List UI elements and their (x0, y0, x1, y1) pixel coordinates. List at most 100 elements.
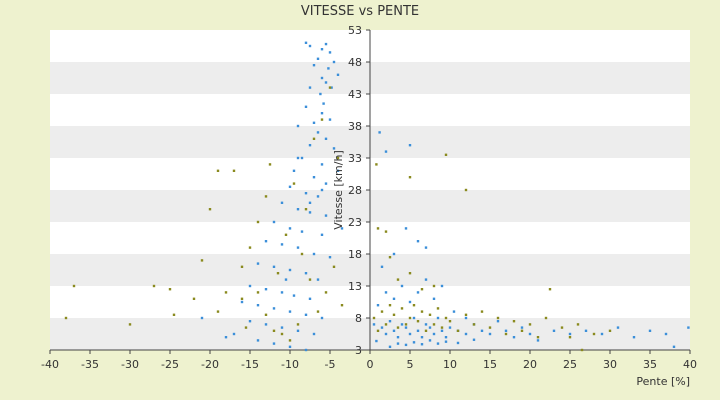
data-point (296, 208, 300, 211)
data-point (244, 326, 248, 329)
series-2 (64, 86, 612, 352)
data-point (64, 316, 68, 320)
data-point (304, 208, 308, 211)
y-tick-label: 38 (348, 120, 362, 133)
data-point (392, 252, 396, 256)
data-point (216, 169, 220, 172)
series-1 (200, 41, 690, 352)
data-point (416, 320, 420, 323)
data-point (488, 326, 492, 329)
y-tick-label: 53 (348, 24, 362, 37)
data-point (240, 265, 244, 268)
data-point (408, 176, 412, 179)
data-point (416, 240, 420, 243)
x-tick-label: 35 (643, 358, 657, 371)
data-point (332, 60, 336, 64)
data-point (420, 310, 424, 313)
y-tick-label: 43 (348, 88, 362, 101)
data-point (432, 284, 436, 288)
data-point (472, 338, 476, 341)
data-point (324, 42, 328, 46)
data-point (320, 76, 324, 80)
y-tick-label: 18 (348, 248, 362, 261)
data-point (304, 105, 308, 108)
data-point (424, 278, 428, 281)
x-tick-label: -40 (41, 358, 59, 371)
data-point (312, 121, 316, 124)
data-point (664, 332, 668, 336)
data-point (672, 345, 676, 348)
data-point (256, 262, 260, 265)
data-point (280, 291, 284, 294)
data-point (388, 256, 392, 259)
data-point (272, 307, 276, 310)
x-tick-label: 40 (683, 358, 697, 371)
data-point (480, 310, 484, 313)
data-point (488, 332, 492, 336)
data-point (392, 329, 396, 332)
data-point (396, 326, 400, 329)
data-point (308, 201, 312, 204)
data-point (448, 326, 452, 329)
data-point (428, 339, 432, 342)
data-point (576, 323, 580, 326)
data-point (296, 323, 300, 326)
data-point (408, 144, 412, 147)
data-point (404, 343, 408, 347)
data-point (336, 169, 340, 172)
chart-title: VITESSE vs PENTE (301, 4, 419, 19)
data-point (200, 316, 204, 320)
data-point (404, 323, 408, 326)
data-point (224, 291, 228, 294)
data-point (424, 246, 428, 249)
data-point (372, 323, 376, 326)
data-point (416, 291, 420, 294)
data-point (332, 265, 336, 268)
data-point (72, 284, 76, 288)
data-point (616, 326, 620, 329)
data-point (464, 188, 468, 192)
data-point (420, 336, 424, 339)
data-point (432, 332, 436, 336)
data-point (375, 339, 378, 343)
data-point (376, 304, 380, 307)
data-point (496, 316, 500, 320)
data-point (240, 300, 244, 304)
data-point (330, 86, 333, 89)
x-tick-label: -35 (81, 358, 99, 371)
data-point (376, 227, 380, 230)
x-tick-label: -25 (161, 358, 179, 371)
data-point (316, 57, 320, 60)
x-tick-label: -5 (325, 358, 336, 371)
data-point (580, 348, 584, 352)
data-point (292, 182, 296, 185)
data-point (308, 44, 312, 48)
data-point (496, 320, 500, 323)
data-point (608, 329, 612, 332)
data-point (444, 316, 448, 320)
data-point (296, 156, 300, 160)
data-point (392, 313, 396, 316)
data-point (200, 259, 204, 262)
data-point (292, 169, 296, 172)
data-point (172, 313, 176, 316)
data-point (408, 300, 412, 304)
data-point (308, 278, 312, 281)
data-point (168, 288, 172, 291)
data-point (452, 310, 456, 313)
data-point (312, 252, 316, 256)
x-axis-ticks: -40 -35 -30 -25 -20 -15 -10 -5 0 5 10 15 20 25 30 35 40 (41, 350, 697, 371)
data-point (412, 341, 416, 344)
data-point (256, 339, 260, 342)
data-point (300, 156, 304, 160)
data-point (568, 332, 572, 336)
data-point (384, 230, 388, 233)
data-point (392, 297, 396, 300)
data-point (304, 272, 308, 275)
data-point (280, 201, 284, 204)
data-point (304, 348, 308, 352)
data-point (440, 329, 444, 332)
data-point (520, 326, 524, 329)
data-point (288, 345, 292, 348)
data-point (424, 323, 428, 326)
